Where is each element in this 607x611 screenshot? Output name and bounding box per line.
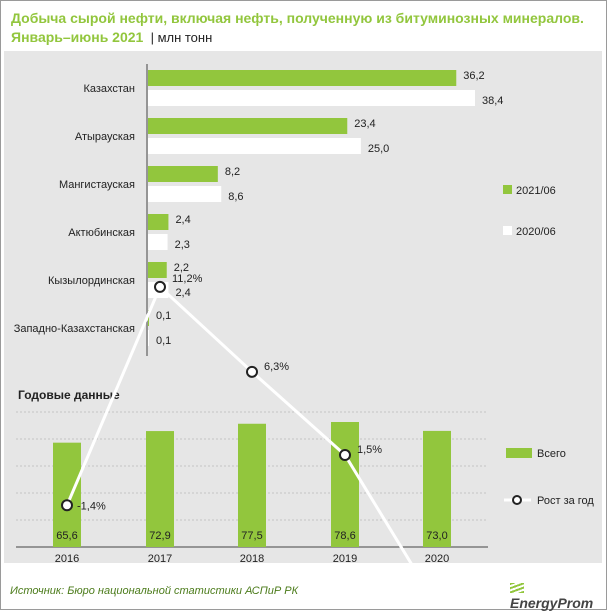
data-label: 8,6 [228, 191, 243, 203]
year-tick-label: 2018 [240, 553, 264, 563]
legend-label-growth: Рост за год [537, 495, 594, 507]
data-label: 36,2 [463, 70, 484, 82]
chart-svg: Казахстан 36,2 38,4 Атырауская 23,4 25,0 Манги… [14, 64, 594, 563]
legend-swatch-2021 [503, 185, 512, 194]
legend-label-2021: 2021/06 [516, 185, 556, 197]
data-label: 2,3 [175, 239, 190, 251]
data-label: 38,4 [482, 95, 503, 107]
logo: EnergyProm [510, 579, 607, 611]
data-label: 2,2 [174, 262, 189, 274]
annual-bar-label: 73,0 [426, 530, 447, 542]
category-label: Казахстан [83, 83, 135, 95]
bar-2020 [148, 138, 361, 154]
data-label: 2,4 [175, 214, 190, 226]
legend-marker-growth [512, 495, 522, 505]
category-label: Атырауская [75, 131, 135, 143]
data-label: 23,4 [354, 118, 375, 130]
annual-bar-label: 65,6 [56, 530, 77, 542]
growth-label: 1,5% [357, 444, 382, 456]
bar-2021 [148, 310, 149, 326]
growth-point [61, 499, 73, 512]
bar-2020 [148, 186, 222, 202]
annual-bar [238, 423, 266, 547]
bar-2021 [148, 214, 169, 230]
growth-label: 11,2% [172, 273, 203, 285]
unit-label: млн тонн [157, 30, 213, 45]
bar-2020 [148, 90, 475, 106]
chart-subtitle: Январь–июнь 2021 | млн тонн [11, 29, 212, 45]
legend-label-2020: 2020/06 [516, 226, 556, 238]
year-tick-label: 2019 [333, 553, 357, 563]
header: Добыча сырой нефти, включая нефть, получ… [1, 1, 606, 51]
data-label: 2,4 [175, 287, 190, 299]
bar-2021 [148, 166, 218, 182]
data-label: 8,2 [225, 166, 240, 178]
annual-bar-label: 72,9 [149, 530, 170, 542]
growth-point [154, 280, 166, 293]
data-label: 25,0 [368, 143, 389, 155]
source-note: Источник: Бюро национальной статистики А… [10, 585, 299, 597]
bar-2021 [148, 118, 348, 134]
category-label: Кызылординская [48, 275, 135, 287]
data-label: 0,1 [156, 310, 171, 322]
growth-label: 6,3% [264, 361, 289, 373]
year-tick-label: 2016 [55, 553, 79, 563]
annual-section-title: Годовые данные [18, 388, 120, 402]
annual-bar [53, 442, 81, 547]
legend-swatch-total [506, 448, 532, 458]
legend-swatch-2020 [503, 226, 512, 235]
bar-2020 [148, 330, 149, 346]
chart-title: Добыча сырой нефти, включая нефть, получ… [11, 10, 584, 26]
growth-point [339, 449, 351, 462]
annual-bar [146, 431, 174, 547]
logo-mark-icon [510, 583, 524, 593]
year-tick-label: 2020 [425, 553, 449, 563]
period-label: Январь–июнь 2021 [11, 29, 144, 45]
legend-label-total: Всего [537, 448, 566, 460]
unit-separator: | [143, 30, 158, 45]
annual-bar [331, 422, 359, 547]
chart-panel [4, 51, 602, 563]
bar-2021 [148, 262, 167, 278]
data-label: 0,1 [156, 335, 171, 347]
annual-bar [423, 430, 451, 547]
bar-2021 [148, 70, 457, 86]
annual-bar-label: 77,5 [241, 530, 262, 542]
category-label: Актюбинская [68, 227, 135, 239]
growth-label: -1,4% [77, 500, 106, 512]
growth-point [246, 365, 258, 378]
category-label: Западно-Казахстанская [14, 323, 135, 335]
year-tick-label: 2017 [148, 553, 172, 563]
annual-bar-label: 78,6 [334, 530, 355, 542]
bar-2020 [148, 234, 168, 250]
logo-text: EnergyProm [510, 595, 594, 611]
category-label: Мангистауская [59, 179, 135, 191]
